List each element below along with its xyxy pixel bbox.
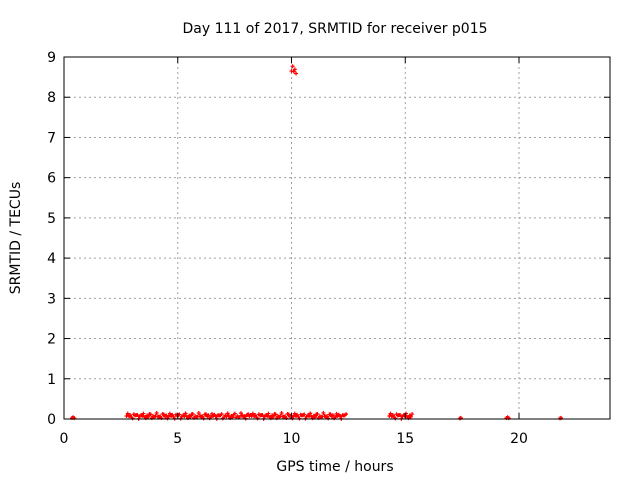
x-tick-label: 15	[396, 431, 414, 447]
data-segment	[124, 410, 253, 421]
data-segment	[249, 410, 349, 421]
data-point-run	[457, 415, 463, 421]
data-segment	[69, 415, 77, 421]
y-tick-label: 4	[47, 251, 56, 267]
y-tick-label: 8	[47, 90, 56, 106]
y-tick-label: 2	[47, 332, 56, 348]
grid-layer	[64, 57, 610, 419]
data-point-run	[124, 410, 253, 421]
data-point-run	[249, 410, 349, 421]
data-segment	[289, 64, 299, 76]
y-tick-label: 5	[47, 211, 56, 227]
y-tick-label: 1	[47, 372, 56, 388]
data-point-run	[504, 415, 511, 421]
data-segment	[504, 415, 511, 421]
plot-frame	[63, 56, 611, 420]
data-point-run	[69, 415, 77, 421]
x-tick-label: 0	[60, 431, 69, 447]
data-marks	[69, 64, 564, 421]
x-axis-label: GPS time / hours	[276, 459, 393, 475]
data-segment	[557, 415, 564, 421]
y-tick-label: 3	[47, 291, 56, 307]
axis-ticks: 0 1 2 3 4 5 6 7 8 9 0 5 10 15 20	[47, 50, 610, 447]
y-tick-label: 7	[47, 130, 56, 146]
y-tick-label: 9	[47, 50, 56, 66]
data-point-run	[289, 64, 299, 76]
x-tick-label: 10	[283, 431, 301, 447]
x-tick-label: 20	[510, 431, 528, 447]
y-tick-label: 0	[47, 412, 56, 428]
y-tick-label: 6	[47, 171, 56, 187]
chart-title: Day 111 of 2017, SRMTID for receiver p01…	[182, 21, 487, 37]
data-segment	[457, 415, 463, 421]
y-axis-label: SRMTID / TECUs	[8, 182, 24, 295]
x-tick-label: 5	[173, 431, 182, 447]
data-point-run	[557, 415, 564, 421]
